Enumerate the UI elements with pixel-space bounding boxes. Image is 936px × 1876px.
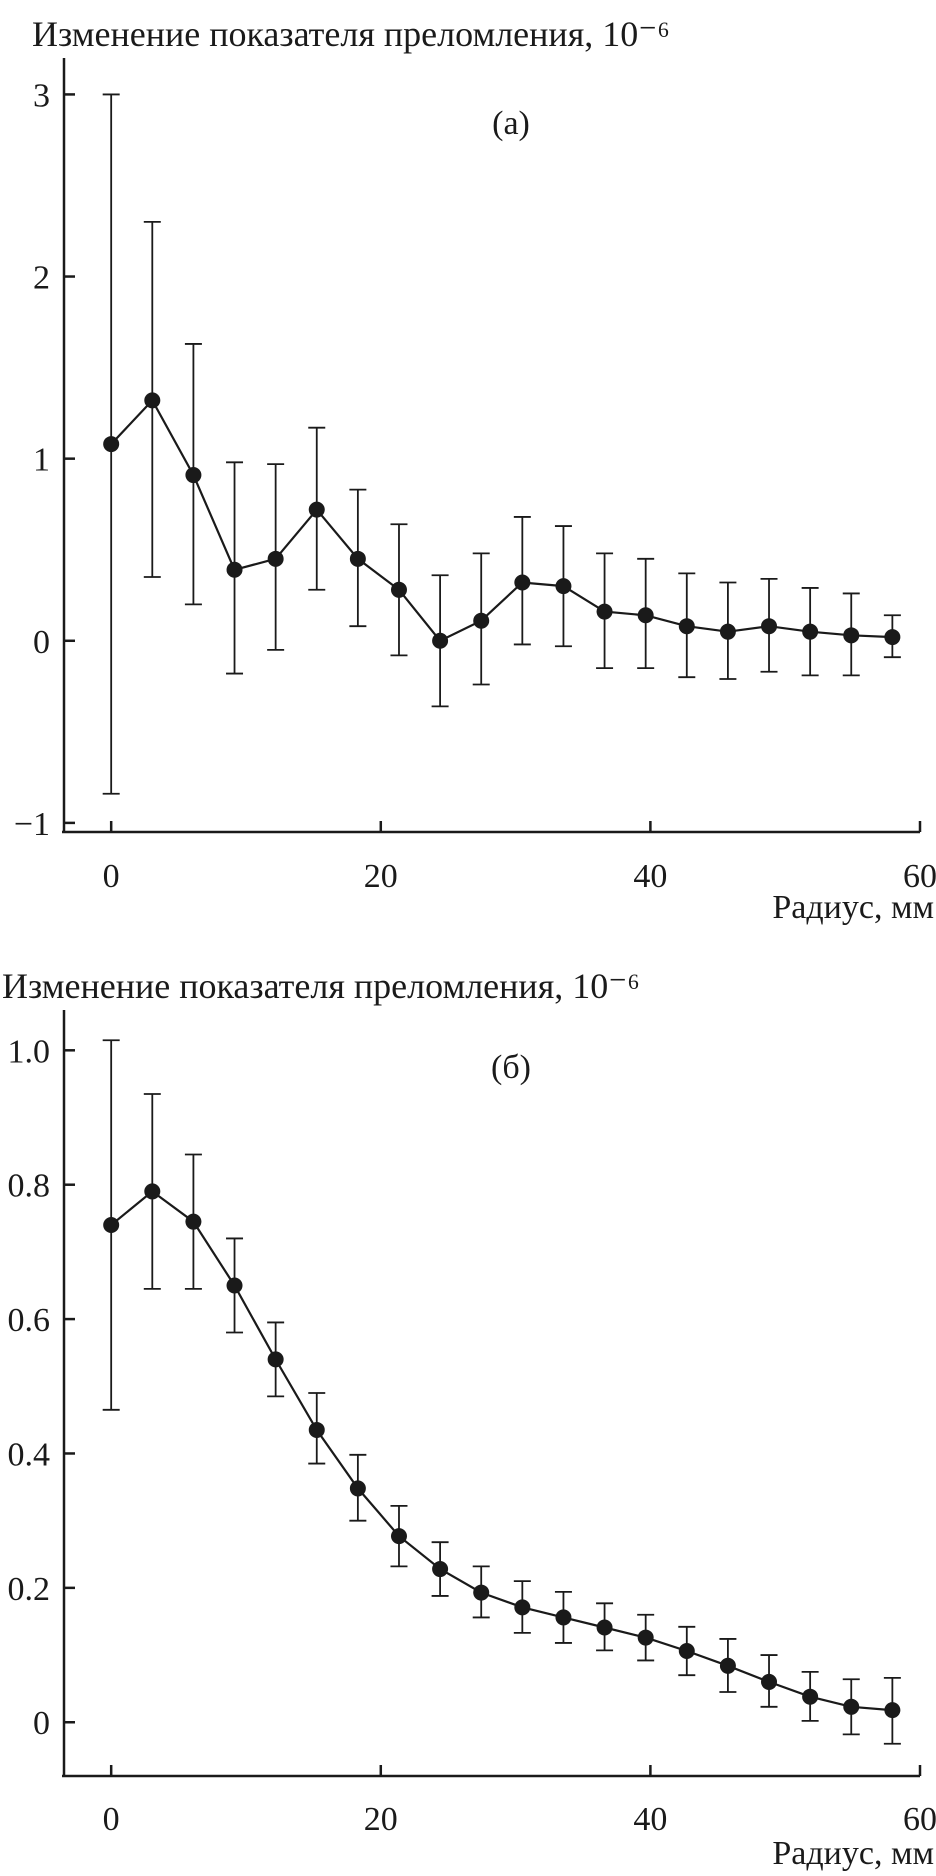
chart-b-x-axis-label: Радиус, мм — [772, 1835, 934, 1872]
chart-b-y-tick-label: 0.6 — [8, 1302, 51, 1339]
chart-b-data-point — [267, 1351, 284, 1368]
chart-a-x-tick-label: 40 — [633, 858, 667, 895]
chart-b-data-point — [185, 1213, 202, 1230]
chart-a-y-tick-label: −1 — [14, 806, 50, 843]
chart-a-x-axis-label: Радиус, мм — [772, 889, 934, 926]
chart-a-x-tick-label: 60 — [903, 858, 936, 895]
chart-b-title: Изменение показателя преломления, 10⁻⁶ — [2, 966, 640, 1006]
chart-a-data-point — [185, 467, 202, 484]
chart-a-data-point — [678, 618, 695, 635]
chart-b-x-tick-label: 0 — [103, 1801, 120, 1838]
chart-b-series-line — [110, 1190, 893, 1712]
chart-b-data-point — [802, 1688, 819, 1705]
chart-a-data-point — [432, 632, 449, 649]
chart-a-y-tick-label: 1 — [33, 442, 50, 479]
chart-b-data-point — [103, 1217, 120, 1234]
chart-b-x-tick-label: 20 — [364, 1801, 398, 1838]
chart-b-data-point — [432, 1561, 449, 1578]
chart-a-data-point — [637, 607, 654, 624]
chart-a-data-point — [802, 623, 819, 640]
chart-b-y-tick-label: 1.0 — [8, 1033, 51, 1070]
chart-b-y-tick-label: 0 — [33, 1705, 50, 1742]
chart-b-data-point — [761, 1673, 778, 1690]
chart-b-panel-label: (б) — [491, 1049, 531, 1086]
chart-a-data-point — [514, 574, 531, 591]
chart-a-y-tick-label: 0 — [33, 624, 50, 661]
chart-b-data-point — [719, 1657, 736, 1674]
chart-a-data-point — [390, 581, 407, 598]
chart-b-y-tick-label: 0.2 — [8, 1571, 51, 1608]
chart-b-data-point — [884, 1702, 901, 1719]
chart-b-data-point — [308, 1421, 325, 1438]
chart-a-data-point — [843, 627, 860, 644]
chart-a-data-point — [349, 550, 366, 567]
chart-a-x-tick-label: 20 — [364, 858, 398, 895]
chart-a-data-point — [103, 436, 120, 453]
chart-b-data-point — [514, 1599, 531, 1616]
chart-b-data-point — [226, 1277, 243, 1294]
chart-a-data-point — [226, 561, 243, 578]
chart-b-x-tick-label: 60 — [903, 1801, 936, 1838]
chart-a-y-tick-label: 3 — [33, 77, 50, 114]
chart-b-data-point — [637, 1629, 654, 1646]
chart-a-panel-label: (а) — [492, 105, 530, 142]
chart-b-data-point — [843, 1698, 860, 1715]
chart-b-x-tick-label: 40 — [633, 1801, 667, 1838]
chart-a-data-point — [144, 392, 161, 409]
chart-a-data-point — [596, 603, 613, 620]
chart-a-series-line — [110, 398, 893, 643]
chart-a-data-point — [719, 623, 736, 640]
chart-b-data-point — [596, 1619, 613, 1636]
chart-b-data-point — [390, 1528, 407, 1545]
chart-a-title: Изменение показателя преломления, 10⁻⁶ — [32, 14, 670, 54]
chart-a-data-point — [308, 501, 325, 518]
chart-a-x-tick-label: 0 — [103, 858, 120, 895]
chart-b-data-point — [144, 1183, 161, 1200]
chart-b-data-point — [473, 1584, 490, 1601]
chart-b-data-point — [678, 1643, 695, 1660]
chart-a-data-point — [884, 629, 901, 646]
chart-b-data-point — [349, 1480, 366, 1497]
chart-a: Изменение показателя преломления, 10⁻⁶ (… — [14, 14, 936, 926]
chart-b-data-point — [555, 1609, 572, 1626]
chart-b-y-tick-label: 0.8 — [8, 1168, 51, 1205]
chart-a-data-point — [555, 578, 572, 595]
chart-a-data-point — [267, 550, 284, 567]
chart-b-y-tick-label: 0.4 — [8, 1436, 51, 1473]
chart-a-y-tick-label: 2 — [33, 260, 50, 297]
chart-a-data-point — [473, 612, 490, 629]
chart-a-data-point — [761, 618, 778, 635]
chart-b: Изменение показателя преломления, 10⁻⁶ (… — [2, 966, 936, 1872]
